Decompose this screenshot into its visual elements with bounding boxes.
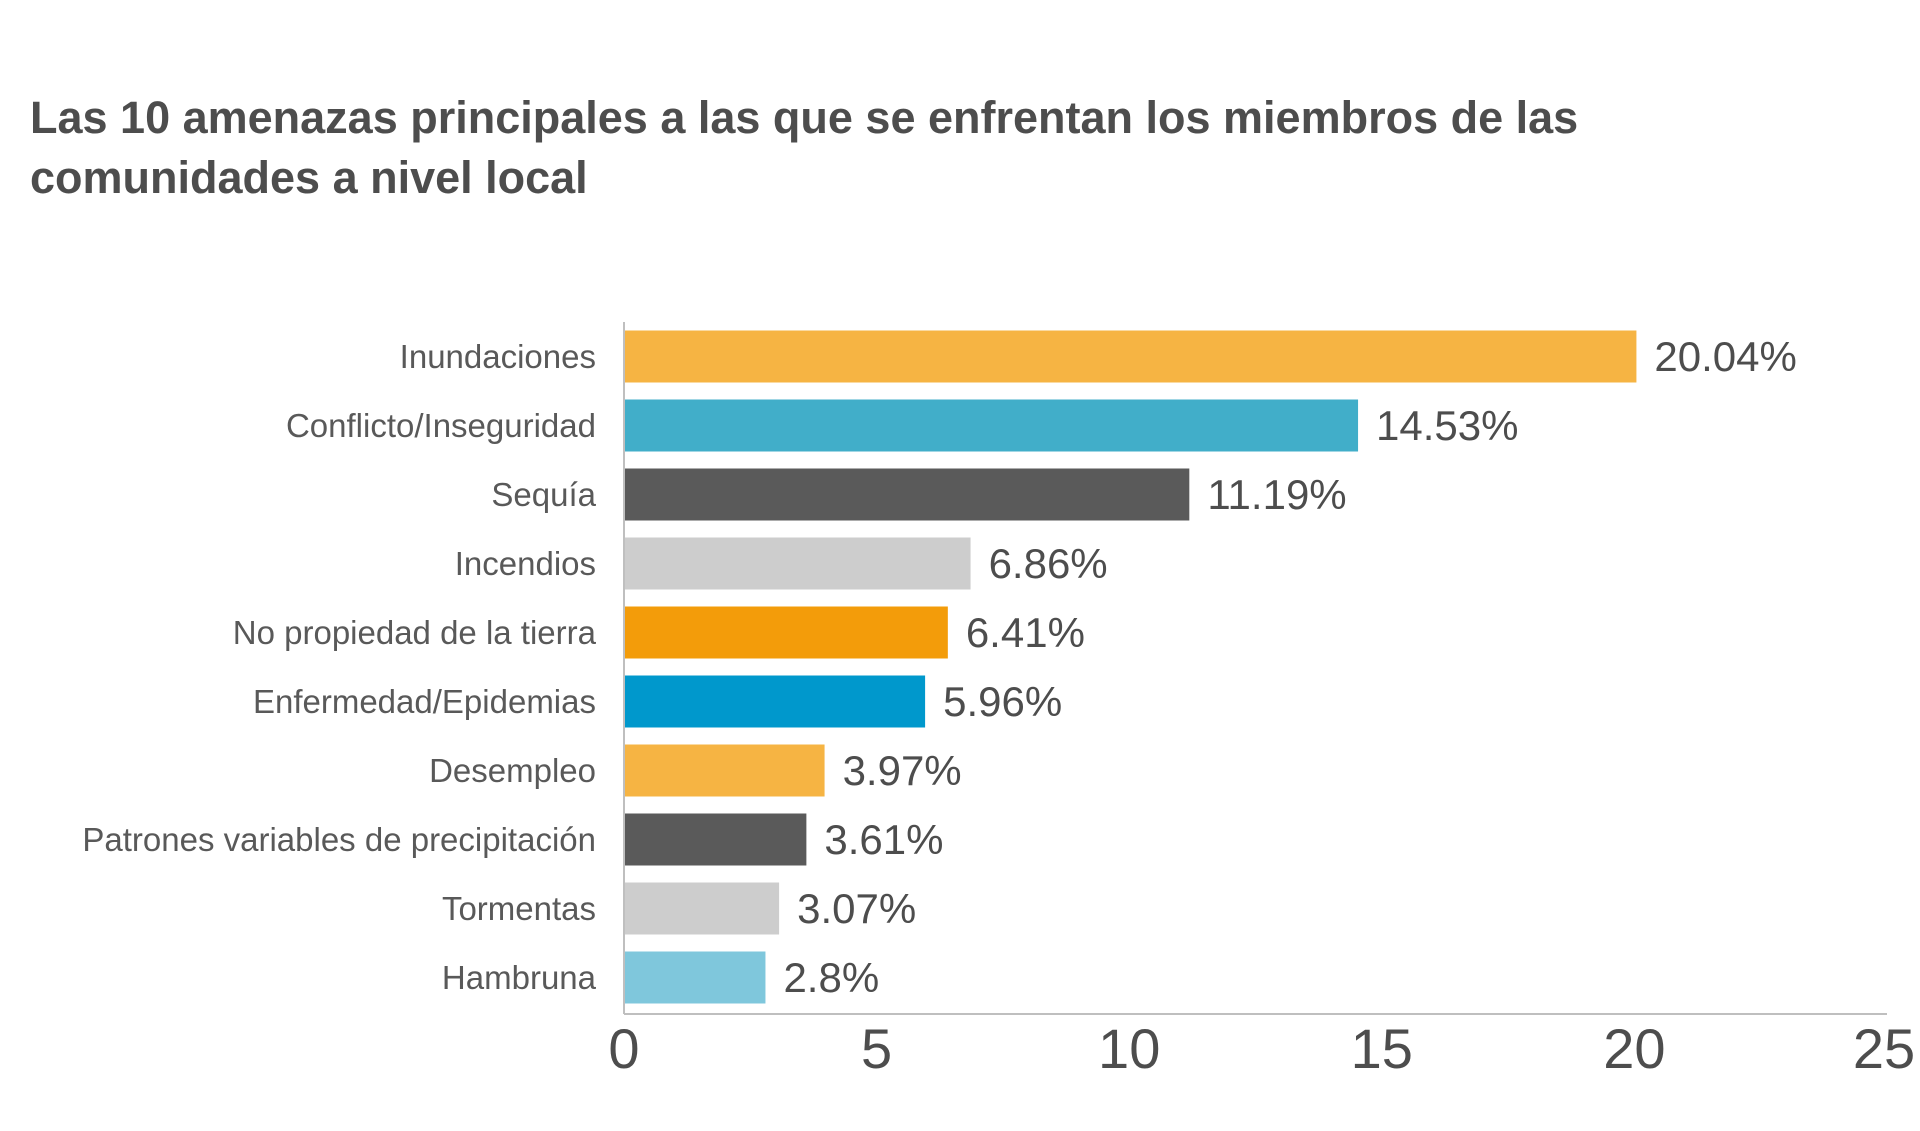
category-label: Hambruna [442, 959, 597, 996]
value-label: 3.61% [824, 816, 943, 863]
bar [624, 951, 766, 1004]
bar [624, 882, 780, 935]
category-label: Patrones variables de precipitación [82, 821, 596, 858]
value-label: 14.53% [1376, 402, 1518, 449]
x-tick-labels: 0 5 10 15 20 25 [608, 1017, 1915, 1080]
bar [624, 468, 1190, 521]
category-labels: Inundaciones Conflicto/Inseguridad Sequía I… [82, 338, 596, 996]
value-label: 5.96% [943, 678, 1062, 725]
category-label: Enfermedad/Epidemias [253, 683, 596, 720]
category-label: Sequía [491, 476, 596, 513]
bar [624, 399, 1359, 452]
value-label: 11.19% [1207, 471, 1346, 518]
category-label: Tormentas [442, 890, 596, 927]
value-labels: 20.04% 14.53% 11.19% 6.86% 6.41% 5.96% 3.97% 3.… [783, 333, 1796, 1001]
x-tick-label: 25 [1853, 1017, 1915, 1080]
x-tick-label: 5 [861, 1017, 892, 1080]
category-label: Inundaciones [400, 338, 596, 375]
chart-title: Las 10 amenazas principales a las que se… [30, 92, 1579, 203]
value-label: 3.97% [843, 747, 962, 794]
value-label: 3.07% [797, 885, 916, 932]
value-label: 20.04% [1654, 333, 1796, 380]
value-label: 6.86% [989, 540, 1108, 587]
x-tick-label: 0 [608, 1017, 639, 1080]
bar [624, 675, 926, 728]
category-label: No propiedad de la tierra [233, 614, 597, 651]
bar [624, 537, 971, 590]
bars-layer [624, 330, 1637, 1004]
x-tick-label: 15 [1351, 1017, 1413, 1080]
x-tick-label: 10 [1098, 1017, 1160, 1080]
bar [624, 813, 807, 866]
value-label: 2.8% [783, 954, 879, 1001]
category-label: Desempleo [429, 752, 596, 789]
bar [624, 606, 948, 659]
category-label: Conflicto/Inseguridad [286, 407, 596, 444]
bar [624, 744, 825, 797]
value-label: 6.41% [966, 609, 1085, 656]
x-tick-label: 20 [1603, 1017, 1665, 1080]
bar [624, 330, 1637, 383]
category-label: Incendios [455, 545, 596, 582]
